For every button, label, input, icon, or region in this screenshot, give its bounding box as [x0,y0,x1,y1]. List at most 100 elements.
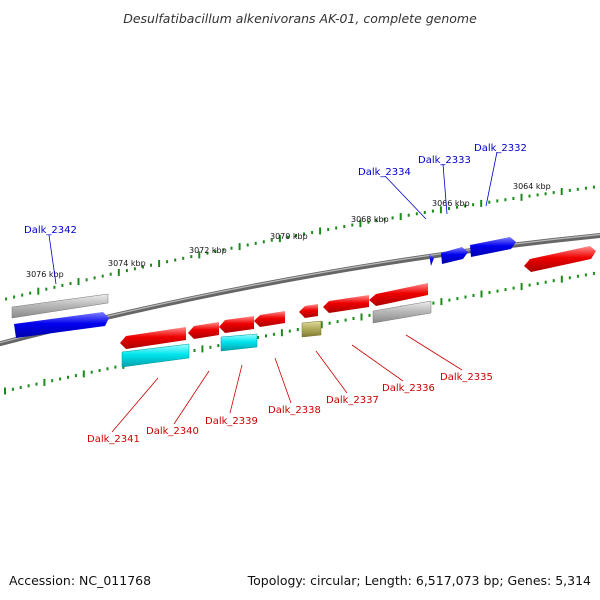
minor-tick [262,240,265,244]
gene-label-dalk-2332[interactable]: Dalk_2332 [474,143,527,154]
major-tick [320,321,323,329]
minor-tick [512,197,515,200]
minor-tick [584,186,587,190]
gene-feature-dalk-2342[interactable] [14,312,109,338]
minor-tick [257,336,259,339]
minor-tick [85,278,88,282]
minor-tick [288,329,291,333]
major-tick [360,313,363,321]
gene-label-dalk-2336[interactable]: Dalk_2336 [382,383,435,394]
gene-feature-other[interactable] [372,300,432,324]
minor-tick [61,283,64,287]
gene-feature-dalk-2336[interactable] [323,295,369,313]
major-tick [480,290,483,298]
gene-feature-reverse-edge[interactable] [524,246,596,272]
minor-tick [98,369,101,372]
minor-tick [592,271,595,275]
major-tick [439,206,442,214]
minor-tick [512,286,515,290]
minor-tick [407,213,410,217]
minor-tick [328,321,331,325]
gene-feature-dalk-2332[interactable] [470,237,516,257]
minor-tick [209,345,212,349]
major-tick [4,387,6,395]
minor-tick [391,216,394,220]
minor-tick [504,288,507,292]
gene-feature-dalk-2333[interactable] [441,247,468,264]
minor-tick [230,246,233,250]
minor-tick [217,344,220,348]
gene-feature-rna[interactable] [121,343,190,368]
minor-tick [351,223,354,227]
reverse-strand-features [120,283,432,368]
minor-tick [114,365,117,369]
minor-tick [11,387,14,391]
minor-tick [311,231,314,234]
minor-tick [190,255,193,259]
gene-feature-dalk-2334[interactable] [429,254,434,266]
minor-tick [464,204,467,208]
minor-tick [133,267,136,271]
gene-label-dalk-2335[interactable]: Dalk_2335 [440,372,493,383]
minor-tick [375,219,378,223]
gene-label-dalk-2340[interactable]: Dalk_2340 [146,426,199,437]
major-tick [43,378,46,386]
map-title: Desulfatibacillum alkenivorans AK-01, co… [123,11,477,26]
minor-tick [286,235,289,239]
gene-feature-dalk-2339[interactable] [219,316,254,333]
major-tick [359,220,362,228]
minor-tick [53,285,56,289]
scale-label: 3074 kbp [108,259,146,268]
minor-tick [464,295,467,299]
gene-feature-dalk-2341[interactable] [120,327,186,349]
gene-feature-dalk-2338[interactable] [254,311,285,327]
minor-tick [272,332,275,336]
minor-tick [584,273,587,277]
minor-tick [45,287,48,291]
major-tick [480,199,483,207]
major-tick [77,278,80,286]
minor-tick [101,274,104,278]
gene-feature-misc[interactable] [301,320,322,338]
gene-label-dalk-2339[interactable]: Dalk_2339 [205,416,258,427]
minor-tick [206,251,209,255]
gene-feature-dalk-2335[interactable] [369,283,428,306]
minor-tick [335,226,338,230]
minor-tick [19,386,22,389]
minor-tick [296,328,299,331]
minor-tick [21,293,24,297]
minor-tick [67,375,69,379]
scale-ticks-outer [5,185,595,301]
minor-tick [496,289,499,293]
major-tick [37,287,40,295]
gene-feature-dalk-2337[interactable] [299,304,318,318]
minor-tick [448,207,450,210]
minor-tick [5,297,8,301]
minor-tick [592,185,595,189]
gene-feature-rna[interactable] [220,333,258,352]
minor-tick [142,265,144,269]
gene-label-dalk-2338[interactable]: Dalk_2338 [268,405,321,416]
gene-feature-other[interactable] [11,293,109,319]
minor-tick [568,188,571,192]
minor-tick [90,370,93,374]
gene-label-dalk-2334[interactable]: Dalk_2334 [358,167,411,178]
minor-tick [504,198,507,202]
minor-tick [456,297,459,301]
gene-label-dalk-2333[interactable]: Dalk_2333 [418,155,471,166]
minor-tick [93,276,96,280]
gene-label-dalk-2341[interactable]: Dalk_2341 [87,434,140,445]
gene-feature-dalk-2340[interactable] [188,322,219,339]
gene-label-dalk-2342[interactable]: Dalk_2342 [24,225,77,236]
major-tick [520,193,523,201]
minor-tick [270,238,273,242]
minor-tick [568,276,571,280]
minor-tick [544,192,547,196]
minor-tick [295,234,297,237]
minor-tick [496,199,499,203]
major-tick [82,370,85,378]
gene-label-dalk-2337[interactable]: Dalk_2337 [326,395,379,406]
minor-tick [343,225,346,228]
minor-tick [51,379,54,383]
